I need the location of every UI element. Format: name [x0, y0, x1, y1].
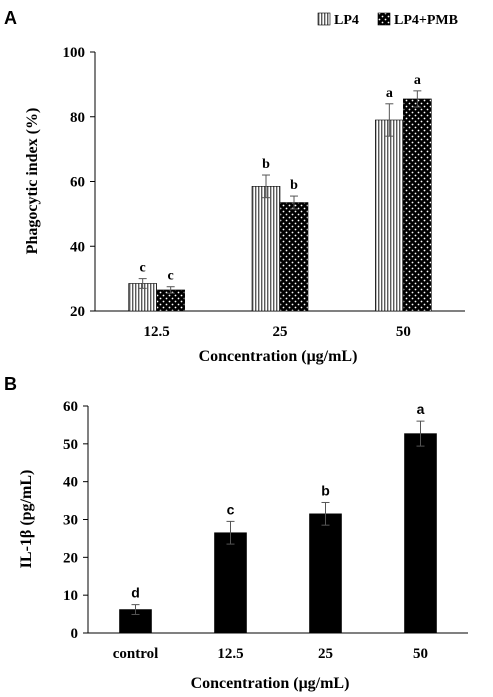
y-axis-title-b: IL-1β (pg/mL) — [18, 470, 35, 569]
x-axis-title-b: Concentration (μg/mL) — [191, 675, 350, 692]
legend-label-lp4-pmb: LP4+PMB — [394, 13, 458, 28]
y-tick-label: 60 — [70, 175, 85, 191]
significance-label: b — [321, 482, 330, 498]
bar — [375, 119, 404, 312]
x-tick-label: 50 — [396, 324, 411, 340]
bar — [404, 433, 437, 634]
panel-label-a: A — [4, 8, 17, 28]
x-ticks-a: 12.5 25 50 — [144, 324, 411, 340]
y-tick-label: 0 — [71, 626, 79, 642]
chart-panel-b: B IL-1β (pg/mL) Concentration (μg/mL) 0 1… — [4, 374, 468, 692]
bars-a: c b a c b a — [128, 73, 432, 312]
panel-label-b: B — [4, 374, 17, 394]
y-tick-label: 50 — [63, 437, 78, 453]
significance-label: c — [140, 261, 146, 276]
y-tick-label: 20 — [70, 304, 85, 320]
x-ticks-b: control 12.5 25 50 — [113, 646, 428, 662]
bars-b: d c b a — [119, 401, 437, 634]
significance-label: d — [131, 585, 140, 601]
y-axis-title-a: Phagocytic index (%) — [24, 108, 41, 255]
chart-panel-a: A Phagocytic index (%) Concentration (μg… — [4, 8, 465, 365]
x-tick-label: 25 — [318, 646, 333, 662]
y-tick-label: 20 — [63, 550, 78, 566]
significance-label: b — [262, 157, 270, 172]
bar — [309, 513, 342, 634]
significance-label: a — [414, 73, 421, 88]
y-tick-label: 10 — [63, 588, 78, 604]
significance-label: c — [168, 269, 174, 284]
y-tick-label: 40 — [63, 475, 78, 491]
x-tick-label: 12.5 — [144, 324, 170, 340]
legend-swatch-lp4 — [317, 12, 331, 26]
y-ticks-a: 20 40 60 80 100 — [63, 45, 95, 320]
bar — [214, 532, 247, 634]
legend-label-lp4: LP4 — [334, 13, 359, 28]
x-tick-label: 25 — [273, 324, 288, 340]
y-tick-label: 100 — [63, 45, 86, 61]
y-tick-label: 40 — [70, 239, 85, 255]
y-tick-label: 80 — [70, 110, 85, 126]
bar — [403, 98, 432, 312]
significance-label: b — [290, 178, 298, 193]
x-axis-title-a: Concentration (μg/mL) — [199, 348, 358, 365]
legend-swatch-lp4-pmb — [377, 12, 391, 26]
x-tick-label: 50 — [413, 646, 428, 662]
bar — [251, 186, 281, 312]
y-ticks-b: 0 10 20 30 40 50 60 — [63, 399, 88, 642]
significance-label: a — [386, 86, 393, 101]
x-tick-label: 12.5 — [217, 646, 243, 662]
legend-a: LP4 LP4+PMB — [317, 12, 458, 28]
bar — [279, 202, 309, 312]
y-tick-label: 60 — [63, 399, 78, 415]
significance-label: c — [227, 501, 235, 517]
y-tick-label: 30 — [63, 513, 78, 529]
x-tick-label: control — [113, 646, 159, 662]
significance-label: a — [417, 401, 425, 417]
